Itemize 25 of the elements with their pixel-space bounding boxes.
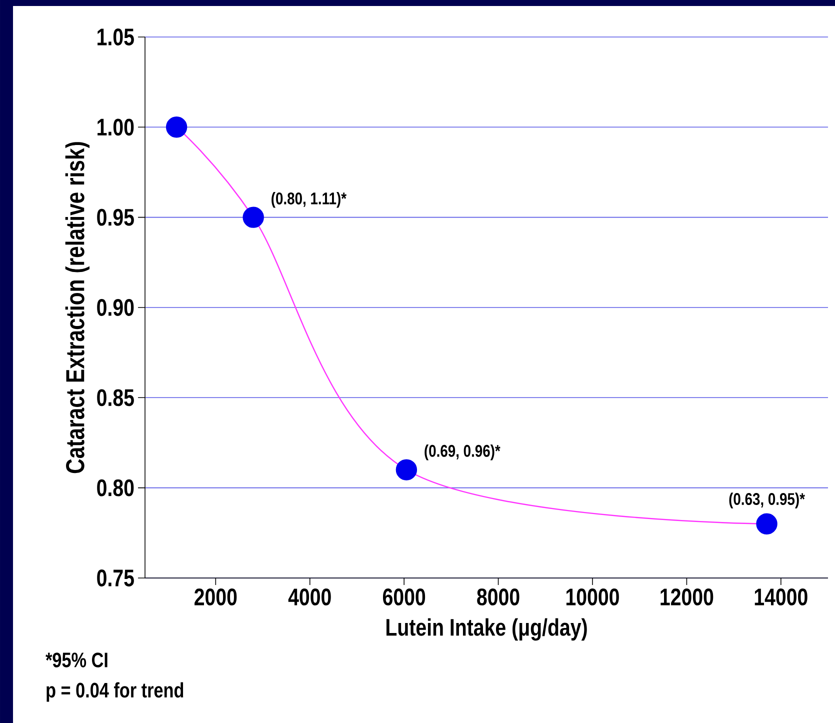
- annotation: (0.69, 0.96)*: [424, 444, 500, 460]
- x-axis-title: Lutein Intake (μg/day): [386, 618, 587, 641]
- y-tick-label: 0.75: [97, 570, 134, 586]
- x-tick-label: 6000: [382, 588, 426, 606]
- text: p = 0.04 for trend: [46, 682, 184, 702]
- x-tick-label: 2000: [194, 588, 237, 606]
- y-tick-label: 1.05: [98, 28, 134, 46]
- x-tick-label: 14000: [754, 588, 808, 606]
- point: [756, 513, 778, 534]
- y-tick-label: 0.90: [97, 299, 134, 316]
- y-tick-label: 0.85: [97, 389, 134, 406]
- annotation: (0.63, 0.95)*: [729, 492, 805, 508]
- x-tick-label: 10000: [566, 588, 619, 606]
- x-tick-label: 4000: [288, 588, 331, 606]
- x-tick-label: 12000: [660, 588, 714, 606]
- annotation: (0.80, 1.11)*: [272, 192, 347, 208]
- text: *95% CI: [46, 652, 108, 668]
- point: [166, 116, 188, 138]
- y-axis-title: Cataract Extraction (relative risk): [65, 142, 90, 474]
- point: [242, 206, 264, 228]
- y-tick-label: 0.80: [97, 479, 134, 496]
- y-tick-label: 0.95: [97, 208, 134, 226]
- point: [396, 459, 418, 480]
- x-tick-label: 8000: [477, 588, 520, 606]
- y-tick-label: 1.00: [98, 118, 134, 136]
